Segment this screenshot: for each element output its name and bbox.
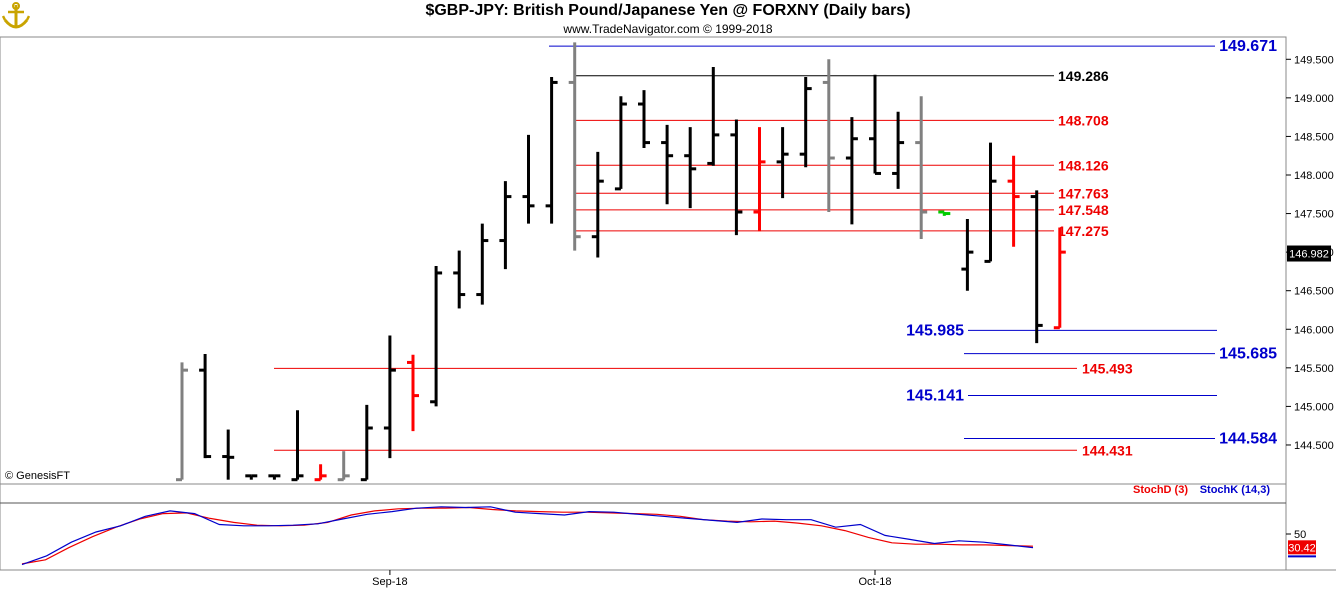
ohlc-bar <box>176 362 188 482</box>
copyright-notice: www.TradeNavigator.com © 1999-2018 <box>563 22 773 36</box>
price-y-tick-label: 148.500 <box>1294 131 1334 143</box>
ohlc-bar <box>822 59 835 213</box>
ohlc-bar <box>730 119 743 236</box>
ohlc-bar <box>499 181 512 270</box>
price-y-tick-label: 146.500 <box>1294 286 1334 298</box>
stoch-y-tick-label: 50 <box>1294 529 1306 541</box>
ohlc-bar <box>430 266 443 407</box>
price-y-tick-label: 148.000 <box>1294 170 1334 182</box>
last-price-badge: 146.982 <box>1287 245 1331 262</box>
price-y-tick-label: 145.500 <box>1294 363 1334 375</box>
ohlc-bar <box>638 90 650 148</box>
price-y-tick-label: 145.000 <box>1294 401 1334 413</box>
stochastic-panel <box>0 483 1287 571</box>
level-label: 149.286 <box>1058 68 1109 84</box>
level-label: 145.141 <box>906 388 964 405</box>
ohlc-bar <box>938 210 951 216</box>
ohlc-bar <box>892 111 905 189</box>
x-tick-label: Oct-18 <box>858 576 891 588</box>
level-label: 145.985 <box>906 322 964 339</box>
ohlc-bar <box>591 151 604 258</box>
ohlc-bar <box>476 223 489 305</box>
ohlc-bar <box>1053 227 1066 330</box>
level-label: 145.685 <box>1219 346 1277 363</box>
price-levels: 149.671 149.286 148.708 148.126 147.763147.5… <box>274 38 1277 458</box>
last-price-value: 146.982 <box>1289 249 1329 261</box>
ohlc-bar <box>915 96 928 240</box>
x-tick-label: Sep-18 <box>372 576 407 588</box>
ohlc-bar <box>684 127 697 209</box>
ohlc-bar <box>245 474 258 480</box>
ohlc-bar <box>268 474 281 480</box>
ohlc-bar <box>199 353 212 459</box>
ohlc-bar <box>1007 155 1020 247</box>
ohlc-bar <box>753 127 766 232</box>
price-y-tick-label: 149.500 <box>1294 54 1334 66</box>
ohlc-bar <box>522 134 535 224</box>
level-label: 147.763 <box>1058 185 1109 201</box>
price-y-tick-label: 147.500 <box>1294 209 1334 221</box>
ohlc-bar <box>661 124 674 205</box>
ohlc-bar <box>614 96 627 191</box>
level-label: 148.126 <box>1058 157 1109 173</box>
legend-stochk: StochK (14,3) <box>1200 484 1271 496</box>
level-label: 144.584 <box>1219 430 1277 447</box>
stochastic-lines <box>21 506 1034 566</box>
ohlc-bar <box>984 142 997 263</box>
level-label: 148.708 <box>1058 112 1109 128</box>
ohlc-bar <box>1030 190 1043 344</box>
ohlc-bar <box>291 410 304 482</box>
price-y-tick-label: 149.000 <box>1294 93 1334 105</box>
ohlc-bar <box>453 250 466 309</box>
watermark: © GenesisFT <box>5 470 70 482</box>
stoch-last-box <box>1288 540 1316 555</box>
stoch-k-line <box>21 506 1034 566</box>
ohlc-bar <box>314 464 327 482</box>
level-label: 147.275 <box>1058 223 1109 239</box>
level-label: 144.431 <box>1082 442 1133 458</box>
ohlc-bar <box>337 451 350 482</box>
ohlc-bars <box>176 42 1066 482</box>
level-label: 145.493 <box>1082 360 1133 376</box>
anchor-trophy-icon <box>2 2 30 29</box>
ohlc-bar <box>776 127 789 199</box>
ohlc-bar <box>383 335 396 459</box>
chart-header: $GBP-JPY: British Pound/Japanese Yen @ F… <box>0 0 1336 37</box>
chart-title: $GBP-JPY: British Pound/Japanese Yen @ F… <box>425 2 911 19</box>
level-label: 147.548 <box>1058 202 1109 218</box>
ohlc-bar <box>707 66 720 166</box>
ohlc-bar <box>961 218 974 291</box>
level-label: 149.671 <box>1219 38 1277 55</box>
price-y-tick-label: 144.500 <box>1294 440 1334 452</box>
ohlc-bar <box>545 77 558 224</box>
stochastic-y-axis: 50 <box>1286 529 1306 541</box>
ohlc-bar <box>845 117 858 225</box>
ohlc-bar <box>799 77 812 168</box>
ohlc-bar <box>568 42 581 251</box>
last-price-box <box>1287 245 1331 262</box>
price-y-tick-label: 146.000 <box>1294 324 1334 336</box>
ohlc-bar <box>360 404 373 482</box>
ohlc-bar <box>407 354 419 432</box>
stoch-last-value: 30.42 <box>1288 542 1316 554</box>
ohlc-bar <box>869 74 881 175</box>
stochastic-last-value-badge: 30.42 <box>1288 540 1316 558</box>
legend-stochd: StochD (3) <box>1133 484 1188 496</box>
stoch-d-line <box>21 506 1034 565</box>
ohlc-bar <box>222 429 235 480</box>
